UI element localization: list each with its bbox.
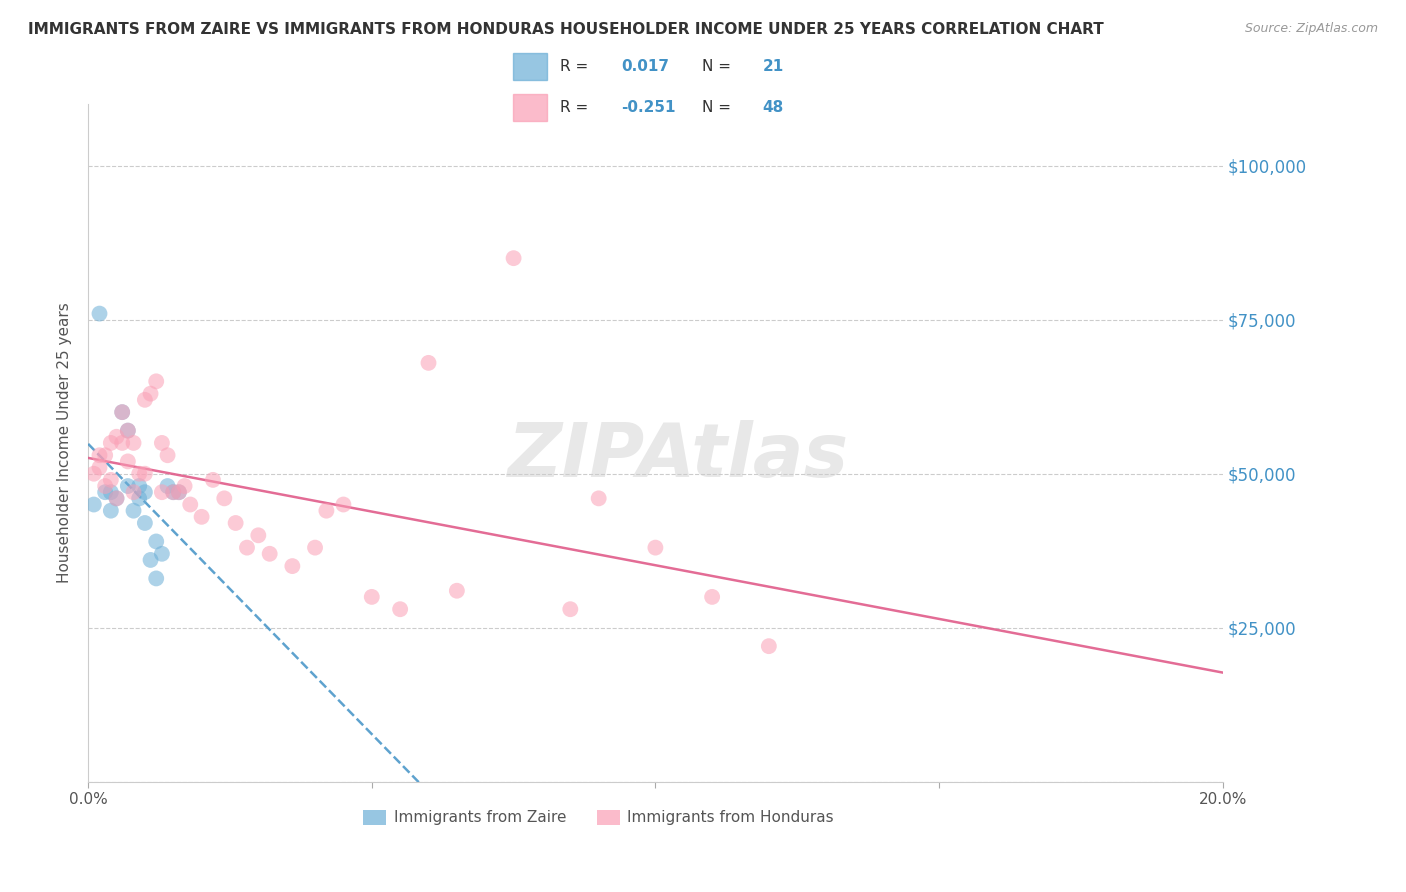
Point <box>418 356 440 370</box>
Point <box>94 448 117 462</box>
Point <box>145 571 167 585</box>
Point <box>111 436 134 450</box>
Text: R =: R = <box>560 59 593 74</box>
Point <box>179 498 201 512</box>
Point <box>117 454 139 468</box>
Point <box>134 516 156 530</box>
Text: IMMIGRANTS FROM ZAIRE VS IMMIGRANTS FROM HONDURAS HOUSEHOLDER INCOME UNDER 25 YE: IMMIGRANTS FROM ZAIRE VS IMMIGRANTS FROM… <box>28 22 1104 37</box>
Point <box>122 436 145 450</box>
Point <box>128 479 150 493</box>
Point <box>156 479 179 493</box>
Point <box>128 491 150 506</box>
Point <box>117 424 139 438</box>
Point <box>139 553 162 567</box>
Text: R =: R = <box>560 100 593 115</box>
Text: Source: ZipAtlas.com: Source: ZipAtlas.com <box>1244 22 1378 36</box>
Point <box>173 479 195 493</box>
Point <box>281 559 304 574</box>
Point <box>100 485 122 500</box>
Text: -0.251: -0.251 <box>621 100 675 115</box>
Point <box>236 541 259 555</box>
Point <box>758 639 780 653</box>
Point <box>190 509 212 524</box>
Point <box>122 504 145 518</box>
Point <box>134 392 156 407</box>
Point <box>225 516 247 530</box>
Point <box>389 602 412 616</box>
Point <box>111 405 134 419</box>
Point <box>315 504 337 518</box>
Point <box>145 375 167 389</box>
Point <box>100 473 122 487</box>
Point <box>644 541 666 555</box>
Point <box>134 485 156 500</box>
Point <box>105 430 128 444</box>
Text: 0.017: 0.017 <box>621 59 669 74</box>
Point <box>162 485 184 500</box>
Point <box>139 386 162 401</box>
Text: 21: 21 <box>762 59 785 74</box>
Point <box>83 498 105 512</box>
Point <box>89 460 111 475</box>
Point <box>150 547 173 561</box>
Point <box>360 590 382 604</box>
Point <box>145 534 167 549</box>
Point <box>105 491 128 506</box>
Point <box>100 436 122 450</box>
Point <box>259 547 281 561</box>
Point <box>128 467 150 481</box>
Legend: Immigrants from Zaire, Immigrants from Honduras: Immigrants from Zaire, Immigrants from H… <box>357 804 841 831</box>
Point <box>117 424 139 438</box>
Point <box>94 479 117 493</box>
Point <box>89 307 111 321</box>
Point <box>100 504 122 518</box>
Point <box>156 448 179 462</box>
Point <box>247 528 270 542</box>
Point <box>105 491 128 506</box>
Text: 48: 48 <box>762 100 785 115</box>
Point <box>214 491 236 506</box>
Point <box>446 583 468 598</box>
Point <box>332 498 354 512</box>
Text: ZIPAtlas: ZIPAtlas <box>508 420 849 493</box>
Point <box>150 485 173 500</box>
Point <box>89 448 111 462</box>
Point <box>304 541 326 555</box>
Point <box>560 602 582 616</box>
Point <box>167 485 190 500</box>
Point <box>502 251 524 265</box>
Point <box>700 590 723 604</box>
Point <box>122 485 145 500</box>
Text: N =: N = <box>702 100 735 115</box>
Point <box>111 405 134 419</box>
Point <box>94 485 117 500</box>
Point <box>83 467 105 481</box>
Bar <box>513 54 547 80</box>
Y-axis label: Householder Income Under 25 years: Householder Income Under 25 years <box>58 302 72 583</box>
Point <box>117 479 139 493</box>
Point <box>134 467 156 481</box>
Point <box>167 485 190 500</box>
Text: N =: N = <box>702 59 735 74</box>
Point <box>150 436 173 450</box>
Point <box>201 473 224 487</box>
Bar <box>513 94 547 120</box>
Point <box>162 485 184 500</box>
Point <box>588 491 610 506</box>
